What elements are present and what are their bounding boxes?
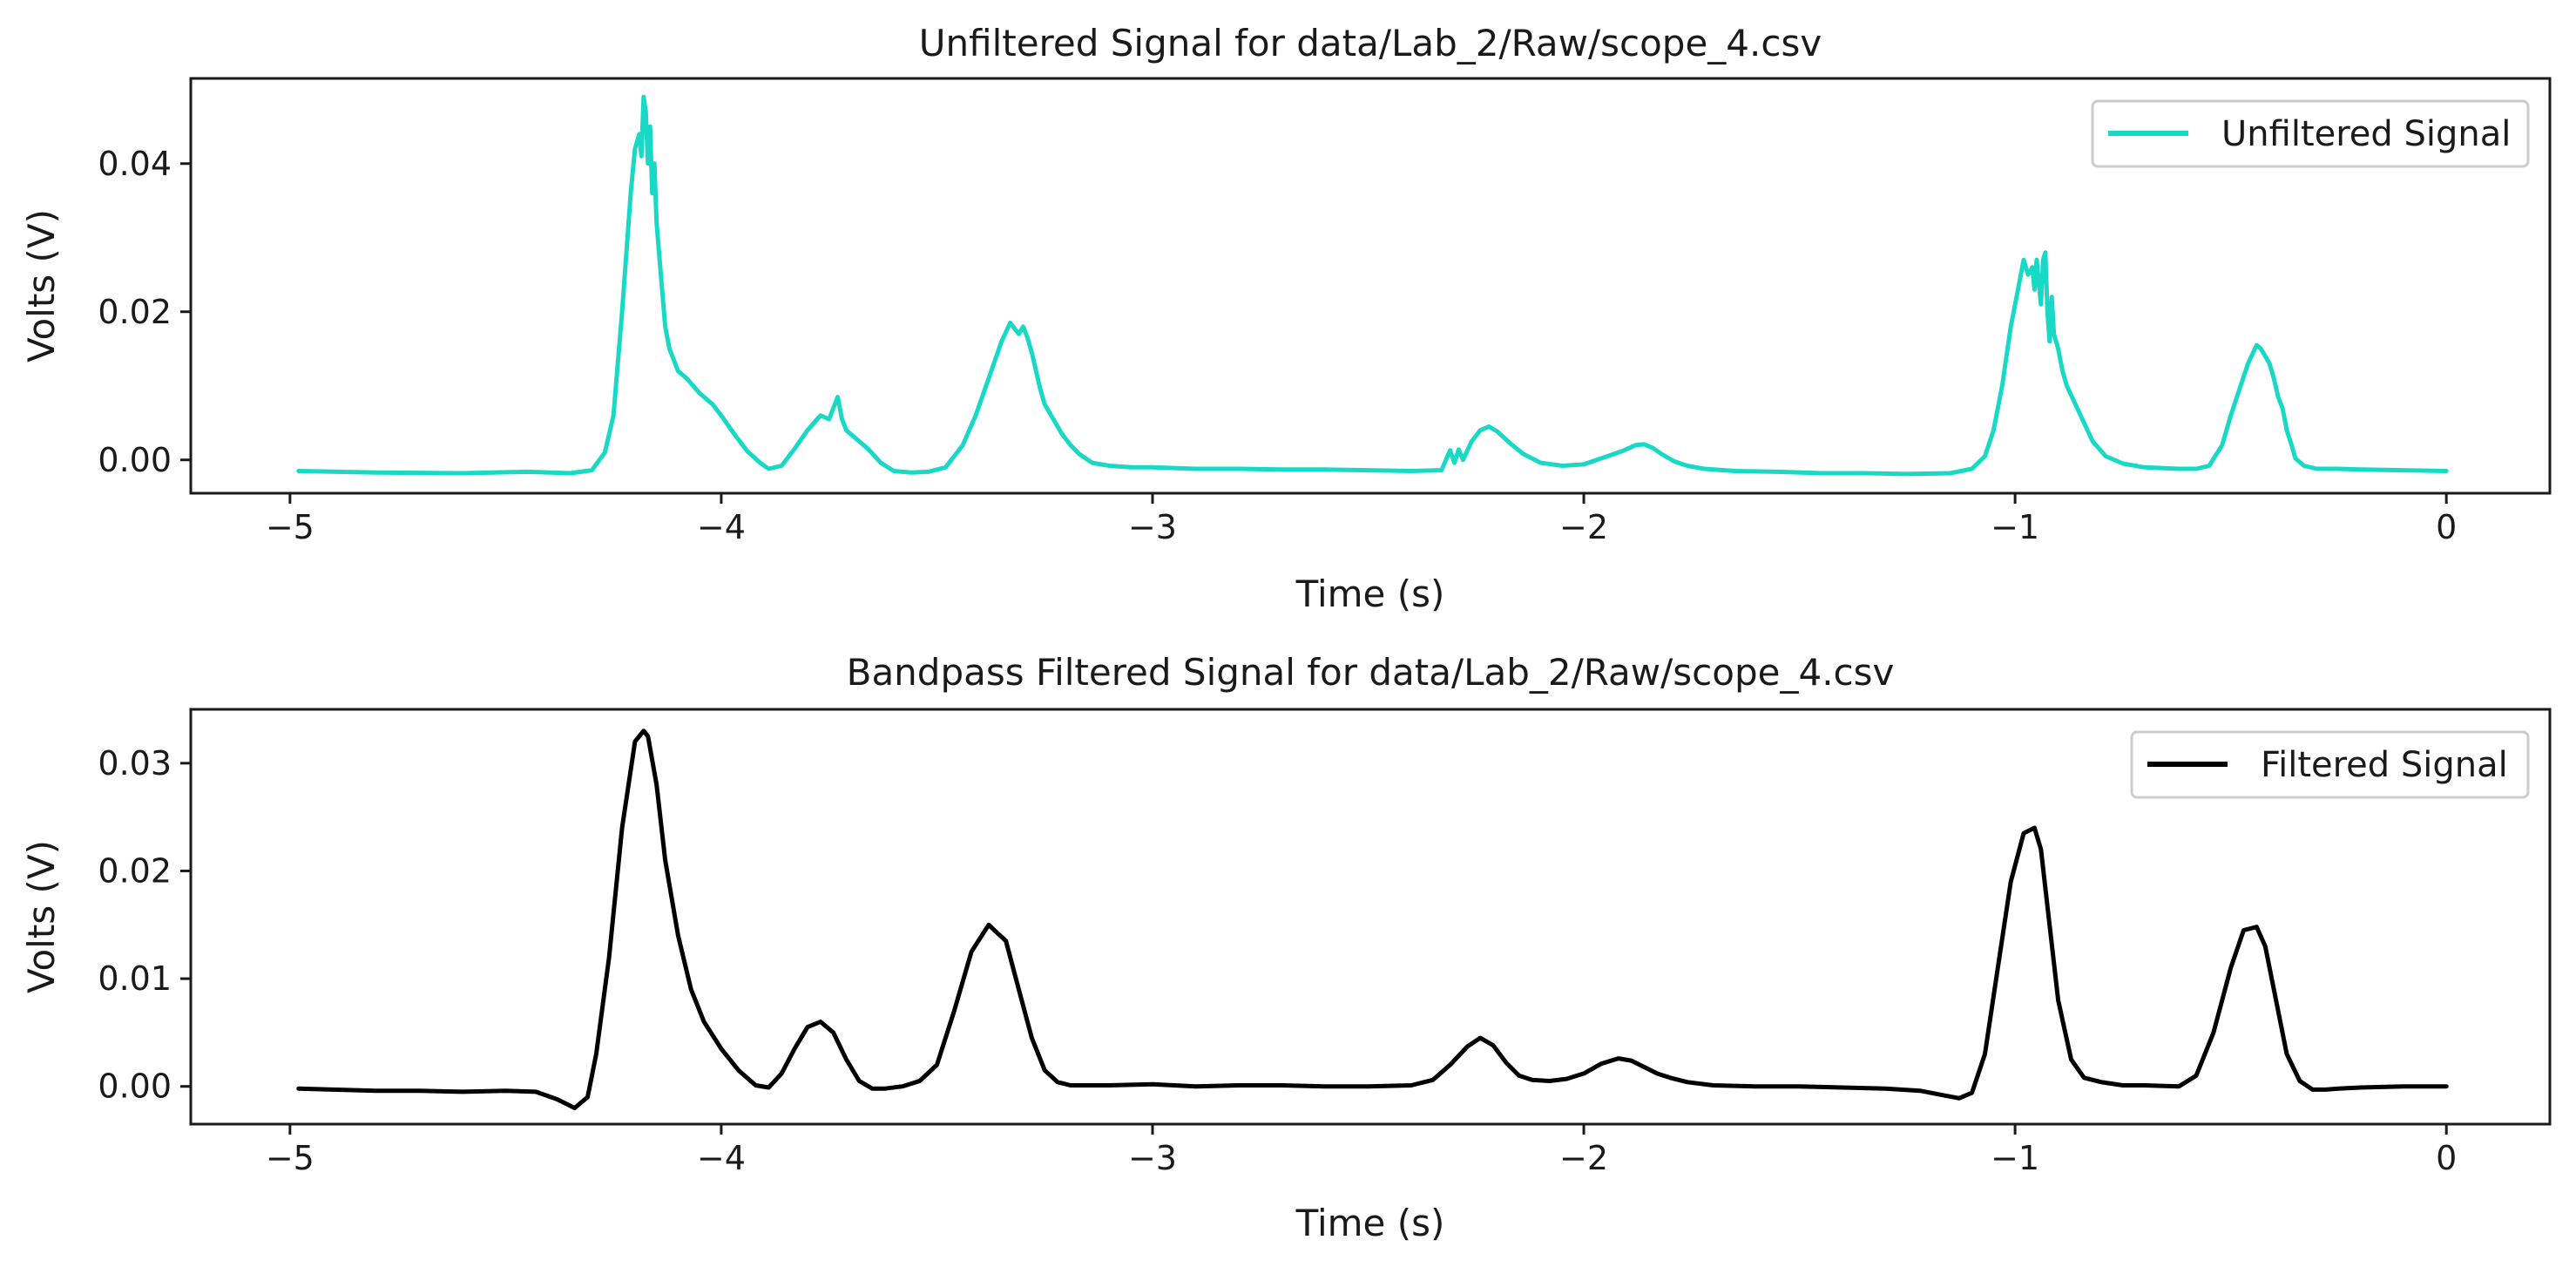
legend-label: Unfiltered Signal (2221, 114, 2511, 154)
legend-box (2130, 730, 2530, 799)
y-axis-label: Volts (V) (20, 840, 63, 993)
x-axis-label: Time (s) (1295, 573, 1445, 615)
axes-frame (189, 708, 2552, 1126)
x-tick-label: −5 (266, 508, 314, 546)
plot-area (296, 728, 2449, 1110)
x-tick-label: −5 (266, 1139, 314, 1177)
x-tick-label: −3 (1128, 508, 1177, 546)
y-tick-label: 0.04 (98, 145, 172, 183)
y-tick-label: 0.02 (98, 851, 172, 890)
x-axis: −5 −4 −3 −2 −1 0 (266, 1124, 2457, 1177)
legend: Filtered Signal (2130, 730, 2530, 799)
y-axis: 0.00 0.02 0.04 (98, 145, 191, 479)
axes-frame (189, 77, 2552, 495)
x-tick-label: −2 (1559, 508, 1608, 546)
chart-title: Bandpass Filtered Signal for data/Lab_2/… (847, 651, 1895, 694)
y-tick-label: 0.00 (98, 1067, 172, 1106)
plot-area (296, 94, 2449, 477)
x-tick-label: −2 (1559, 1139, 1608, 1177)
y-tick-label: 0.02 (98, 293, 172, 331)
x-tick-label: 0 (2436, 1139, 2457, 1177)
legend-label: Filtered Signal (2261, 745, 2508, 785)
series-line-0 (296, 94, 2449, 477)
x-tick-label: 0 (2436, 508, 2457, 546)
y-axis: 0.00 0.01 0.02 0.03 (98, 744, 191, 1106)
y-tick-label: 0.03 (98, 744, 172, 783)
x-tick-label: −4 (697, 508, 746, 546)
x-axis: −5 −4 −3 −2 −1 0 (266, 493, 2457, 546)
x-tick-label: −1 (1991, 1139, 2039, 1177)
x-tick-label: −1 (1991, 508, 2039, 546)
x-tick-label: −4 (697, 1139, 746, 1177)
y-tick-label: 0.01 (98, 959, 172, 998)
x-tick-label: −3 (1128, 1139, 1177, 1177)
y-axis-label: Volts (V) (20, 209, 63, 363)
series-line-0 (296, 728, 2449, 1110)
x-axis-label: Time (s) (1295, 1202, 1445, 1244)
legend: Unfiltered Signal (2091, 99, 2530, 168)
chart-title: Unfiltered Signal for data/Lab_2/Raw/sco… (919, 22, 1822, 64)
legend-box (2091, 99, 2530, 168)
unfiltered-signal-panel: Unfiltered Signal for data/Lab_2/Raw/sco… (20, 22, 2552, 615)
y-tick-label: 0.00 (98, 441, 172, 479)
filtered-signal-panel: Bandpass Filtered Signal for data/Lab_2/… (20, 651, 2552, 1244)
